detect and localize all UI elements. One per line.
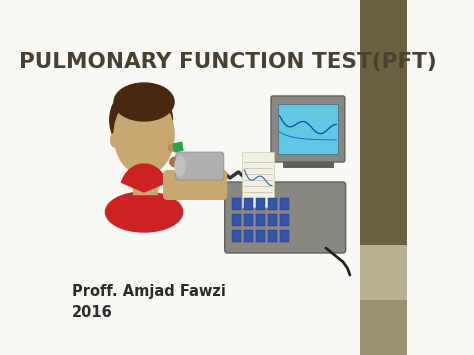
FancyBboxPatch shape — [176, 152, 224, 180]
Bar — [360, 300, 407, 355]
Bar — [360, 0, 407, 245]
Bar — [244, 230, 253, 242]
Ellipse shape — [175, 156, 185, 176]
Bar — [280, 214, 289, 226]
Ellipse shape — [110, 133, 119, 147]
Ellipse shape — [110, 93, 147, 147]
Bar — [268, 230, 277, 242]
Bar — [280, 230, 289, 242]
Wedge shape — [121, 164, 167, 192]
Bar — [280, 198, 289, 210]
Bar — [133, 172, 157, 194]
Text: Proff. Amjad Fawzi: Proff. Amjad Fawzi — [72, 284, 226, 299]
Bar — [278, 104, 338, 154]
Bar — [232, 230, 241, 242]
Ellipse shape — [110, 92, 173, 144]
Bar — [268, 198, 277, 210]
Bar — [268, 214, 277, 226]
Bar — [244, 198, 253, 210]
Ellipse shape — [114, 83, 174, 121]
FancyBboxPatch shape — [225, 182, 346, 253]
Ellipse shape — [170, 157, 182, 167]
Bar — [242, 152, 274, 207]
Bar — [360, 245, 407, 300]
Bar — [173, 142, 183, 152]
Ellipse shape — [168, 145, 175, 151]
Bar — [232, 214, 241, 226]
Text: PULMONARY FUNCTION TEST(PFT): PULMONARY FUNCTION TEST(PFT) — [19, 52, 437, 72]
Bar — [255, 198, 265, 210]
Bar — [255, 214, 265, 226]
Bar — [244, 214, 253, 226]
FancyBboxPatch shape — [271, 96, 345, 162]
Bar — [232, 198, 241, 210]
Ellipse shape — [106, 192, 182, 232]
Text: 2016: 2016 — [72, 305, 113, 320]
Ellipse shape — [114, 95, 174, 175]
FancyBboxPatch shape — [163, 170, 228, 200]
Bar — [255, 230, 265, 242]
Bar — [283, 155, 333, 167]
